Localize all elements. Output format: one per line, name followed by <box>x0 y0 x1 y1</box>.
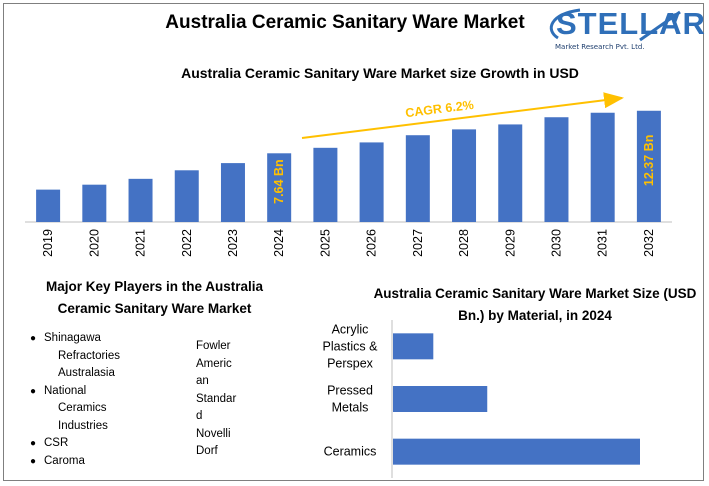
main-title: Australia Ceramic Sanitary Ware Market <box>165 12 525 33</box>
bar-chart-marks: 2019 2020 2021 2022 2023 2024 7.64 Bn 2025 2026 2… <box>25 92 672 257</box>
y-tick-label: Acrylic <box>332 322 369 336</box>
x-tick-label: 2026 <box>365 229 379 257</box>
player-name-fragment: d <box>196 410 203 422</box>
material-chart-marks: Acrylic Plastics & Perspex Pressed Metals Cer… <box>323 320 640 478</box>
bar-2024 <box>267 153 292 222</box>
player-name-line: Refractories <box>58 349 120 362</box>
player-name-line: National <box>44 384 87 397</box>
x-tick-label: 2028 <box>457 229 471 257</box>
player-name-line: Australasia <box>58 367 115 379</box>
player-name-line: CSR <box>44 437 69 449</box>
key-players-title-line: Ceramic Sanitary Ware Market <box>57 301 252 316</box>
x-tick-label: 2030 <box>549 229 563 257</box>
list-item: ● Caroma <box>30 453 180 471</box>
player-name-fragment: Dorf <box>196 445 218 457</box>
player-name-line: Shinagawa <box>44 332 101 344</box>
bar-2030 <box>544 117 569 222</box>
player-name-line: Caroma <box>44 454 85 467</box>
y-tick-label: Pressed <box>327 384 373 398</box>
player-name-fragment: Americ <box>196 357 232 370</box>
data-label: 12.37 Bn <box>642 135 656 186</box>
player-name-line: Industries <box>58 419 108 432</box>
key-players-title: Major Key Players in the Australia Ceram… <box>22 276 287 320</box>
x-tick-label: 2032 <box>642 229 656 257</box>
bar-2026 <box>359 142 384 222</box>
bullet-icon: ● <box>30 333 37 344</box>
logo-word: STELLAR <box>556 6 706 41</box>
x-tick-label: 2029 <box>503 229 517 257</box>
bar-2032 <box>636 110 661 222</box>
material-bar <box>393 333 434 360</box>
bullet-icon: ● <box>30 385 37 397</box>
x-tick-label: 2031 <box>596 229 610 257</box>
x-tick-label: 2025 <box>318 229 332 257</box>
player-name-fragment: Fowler <box>196 340 231 352</box>
bar-2020 <box>82 184 107 222</box>
key-players-title-line: Major Key Players in the Australia <box>45 279 264 294</box>
bar-2028 <box>452 129 477 222</box>
bullet-icon: ● <box>30 455 37 467</box>
material-bar <box>393 386 488 412</box>
key-players-list-1: ● Shinagawa Refractories Australasia ● N… <box>30 330 180 470</box>
logo-tagline: Market Research Pvt. Ltd. <box>555 43 645 51</box>
x-tick-label: 2019 <box>41 229 55 257</box>
x-tick-label: 2022 <box>180 229 194 257</box>
infographic-frame <box>3 3 704 481</box>
y-tick-label: Metals <box>332 401 369 415</box>
player-name-fragment: an <box>196 375 209 387</box>
bar-2031 <box>590 112 615 222</box>
y-tick-label: Ceramics <box>324 445 377 459</box>
cagr-arrow <box>301 92 624 139</box>
bar-2029 <box>498 124 523 222</box>
bar-2022 <box>174 170 199 222</box>
list-item: ● CSR <box>30 435 180 453</box>
x-tick-label: 2020 <box>87 229 101 257</box>
bar-2021 <box>128 178 153 222</box>
bullet-icon: ● <box>30 438 37 449</box>
list-item: ● National Ceramics Industries <box>30 383 180 436</box>
bar-2025 <box>313 147 338 222</box>
player-name-fragment: Novelli <box>196 427 231 440</box>
bar-chart-title: Australia Ceramic Sanitary Ware Market s… <box>181 65 579 81</box>
y-tick-label: Plastics & <box>323 339 379 353</box>
stellar-logo: STELLAR Market Research Pvt. Ltd. <box>540 6 705 54</box>
data-label: 7.64 Bn <box>272 159 286 203</box>
x-tick-label: 2023 <box>226 229 240 257</box>
material-chart-title: Australia Ceramic Sanitary Ware Market S… <box>373 286 697 323</box>
x-tick-label: 2024 <box>272 229 286 257</box>
player-name-line: Ceramics <box>58 402 107 414</box>
key-players-list-2: Fowler Americ an Standar d Novelli Dorf <box>196 338 246 461</box>
bar-2027 <box>405 135 430 222</box>
bar-2023 <box>220 163 245 222</box>
y-tick-label: Perspex <box>327 356 374 370</box>
logo-swoosh-icon <box>549 8 681 42</box>
player-name-fragment: Standar <box>196 392 237 405</box>
bar-2019 <box>36 189 61 222</box>
list-item: ● Shinagawa Refractories Australasia <box>30 330 180 383</box>
x-tick-label: 2027 <box>411 229 425 257</box>
x-tick-label: 2021 <box>134 229 148 257</box>
material-bar <box>393 438 640 465</box>
